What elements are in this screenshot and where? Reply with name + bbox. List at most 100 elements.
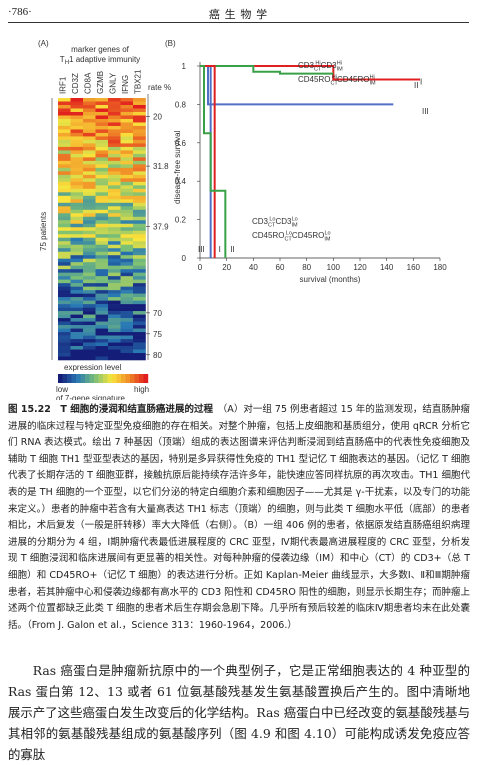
heatmap-cell [108,328,121,333]
heatmap-cell [95,293,109,298]
heatmap-cell [95,258,109,263]
heatmap-cell [120,328,134,333]
heatmap-cell [133,335,146,340]
heatmap-cell [108,300,121,305]
curve-label: II [414,81,418,90]
patients-label: 75 patients [39,212,48,251]
heatmap-cell [70,223,84,228]
heatmap-cell [120,167,134,172]
heatmap-cell [70,213,84,218]
heatmap-cell [120,325,134,329]
heatmap-cell [58,104,71,109]
heatmap-cell [95,171,109,176]
x-tick-label: 140 [380,263,394,272]
heatmap-cell [58,216,71,221]
heatmap-cell [83,188,96,193]
heatmap-cell [133,286,146,291]
heatmap-cell [120,314,134,319]
heatmap-cell [95,335,109,340]
x-tick-label: 40 [249,263,258,272]
heatmap-cell [133,311,146,315]
heatmap-cell [120,129,134,134]
heatmap-cell [95,248,109,253]
heatmap-cell [70,258,84,263]
heatmap-cell [133,167,146,172]
heatmap-cell [108,293,121,298]
scale-cell [67,374,72,383]
heatmap-cell [95,265,109,270]
scale-cell [121,374,126,383]
body-text: Ras 癌蛋白是肿瘤新抗原中的一个典型例子，它是正常细胞表达的 4 种亚型的 R… [8,663,470,762]
heatmap-cell [58,339,71,343]
scale-cell [125,374,131,383]
heatmap-cell [70,356,84,361]
text: IM [292,223,299,229]
heatmap-cell [120,101,134,106]
rate-label: rate % [148,83,171,92]
heatmap-cell [108,241,121,246]
heatmap-cell [83,339,96,343]
heatmap-cell [58,171,71,176]
text: CD3 [298,61,315,70]
heatmap-cell [120,143,134,148]
scale-cell [76,374,81,383]
heatmap-cell [120,227,134,232]
text: CD3 [275,217,292,226]
heatmap-cell [95,346,109,350]
heatmap-cell [70,342,84,347]
heatmap-cell [83,318,96,322]
y-tick-label: 0 [182,254,187,263]
rate-value: 75 [153,330,162,339]
heatmap-cell [83,157,96,162]
heatmap-cell [83,325,96,329]
heatmap-cell [95,356,109,361]
heatmap-cell [58,251,71,256]
heatmap-cell [120,300,134,305]
heatmap-cell [58,185,71,190]
heatmap-cell [70,160,84,165]
heatmap-cell [133,325,146,329]
heatmap-cell [108,227,121,232]
heatmap-cell [133,136,146,141]
heatmap-cell [133,342,146,347]
heatmap-cell [120,304,134,308]
text: CD45RO [292,231,324,240]
scale-cell [80,374,86,383]
heatmap-cell [83,139,96,144]
heatmap-cell [70,199,84,204]
heatmap-cell [95,143,109,148]
heatmap-cell [120,269,134,273]
heatmap-cell [95,272,109,277]
heatmap-cell [95,192,109,197]
heatmap-cell [108,202,121,207]
heatmap-cell [108,307,121,312]
heatmap-cell [58,248,71,253]
heatmap-cell [108,136,121,141]
heatmap-cell [95,304,109,308]
heatmap-cell [108,335,121,340]
heatmap-cell [108,115,121,120]
figure: (A) marker genes of TH1 adaptive immunit… [38,39,447,400]
heatmap-cell [58,101,71,106]
curve-label: III [422,107,429,116]
heatmap-cell [70,104,84,109]
heatmap-cell [58,202,71,207]
heatmap-cell [108,220,121,225]
legend-label: CD3CTHiCD3IMHi [298,61,343,73]
heatmap-cell [70,321,84,326]
heatmap-cell [58,111,71,116]
heatmap-cell [133,195,146,200]
heatmap-cell [70,234,84,239]
heatmap-cell [95,129,109,134]
heatmap-cell [58,139,71,144]
heatmap-cell [133,332,146,336]
heatmap-cell [133,104,146,109]
text: CD3 [252,217,269,226]
heatmap-cell [58,199,71,204]
heatmap-cell [133,258,146,263]
heatmap-cell [95,108,109,113]
heatmap-cell [120,115,134,120]
heatmap-cell [70,108,84,113]
heatmap-cell [83,185,96,190]
heatmap-cell [120,311,134,315]
